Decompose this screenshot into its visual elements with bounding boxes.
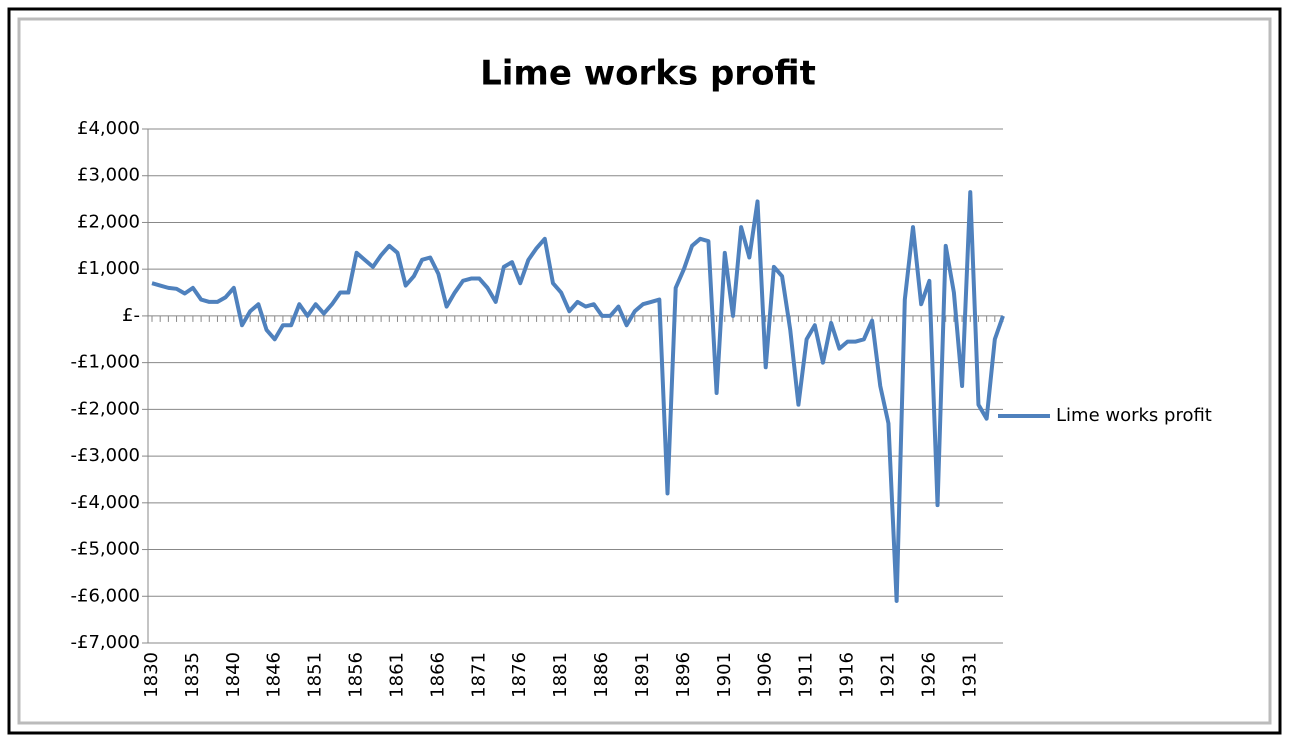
y-tick-label: -£7,000 [71, 632, 140, 653]
x-tick-label: 1866 [427, 652, 448, 698]
y-tick-label: -£3,000 [71, 445, 140, 466]
x-tick-label: 1871 [468, 652, 489, 698]
x-tick-label: 1876 [509, 652, 530, 698]
x-tick-label: 1846 [264, 652, 285, 698]
x-tick-label: 1840 [223, 652, 244, 698]
y-tick-label: £3,000 [77, 165, 140, 186]
x-tick-label: 1830 [141, 652, 162, 698]
x-tick-label: 1861 [386, 652, 407, 698]
x-tick-label: 1931 [959, 652, 980, 698]
x-tick-label: 1926 [918, 652, 939, 698]
legend-label: Lime works profit [1056, 405, 1212, 426]
y-tick-label: £- [122, 305, 140, 326]
y-tick-label: £4,000 [77, 118, 140, 139]
x-tick-label: 1896 [673, 652, 694, 698]
x-tick-label: 1835 [182, 652, 203, 698]
y-tick-label: £1,000 [77, 258, 140, 279]
x-tick-label: 1901 [714, 652, 735, 698]
y-tick-label: -£2,000 [71, 398, 140, 419]
x-tick-label: 1851 [305, 652, 326, 698]
outer-frame [7, 7, 1282, 735]
y-tick-label: -£4,000 [71, 492, 140, 513]
x-tick-label: 1921 [877, 652, 898, 698]
x-tick-label: 1886 [591, 652, 612, 698]
x-tick-label: 1916 [837, 652, 858, 698]
y-tick-label: -£6,000 [71, 585, 140, 606]
chart-title: Lime works profit [480, 54, 816, 94]
x-tick-label: 1891 [632, 652, 653, 698]
y-tick-label: -£1,000 [71, 352, 140, 373]
chart-border [17, 17, 1272, 725]
data-line [151, 190, 1005, 603]
x-tick-label: 1906 [755, 652, 776, 698]
x-tick-label: 1881 [550, 652, 571, 698]
y-tick-label: -£5,000 [71, 539, 140, 560]
y-tick-label: £2,000 [77, 211, 140, 232]
x-tick-label: 1911 [796, 652, 817, 698]
x-tick-label: 1856 [346, 652, 367, 698]
